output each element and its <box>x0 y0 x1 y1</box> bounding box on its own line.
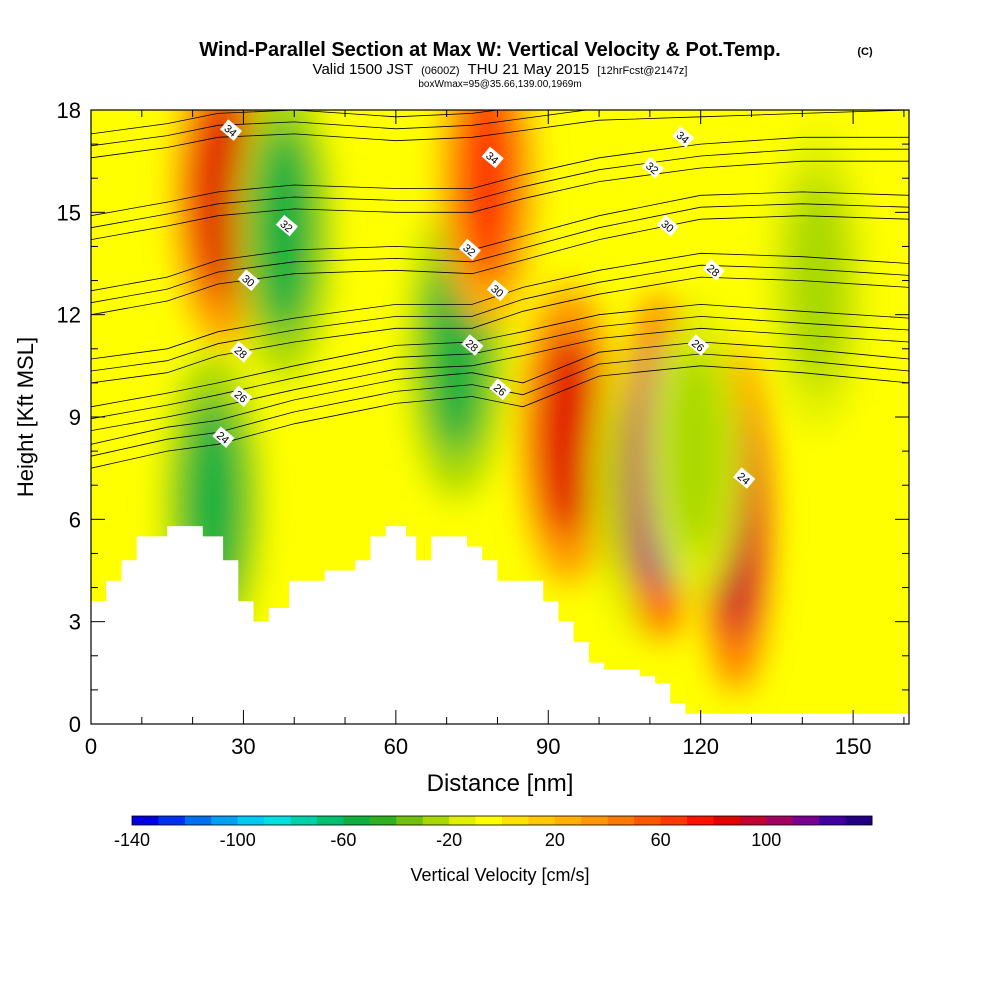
x-tick-label-60: 60 <box>384 734 408 759</box>
colorbar-swatch-21 <box>687 816 714 825</box>
colorbar-swatch-24 <box>766 816 794 825</box>
isentrope-34-2 <box>91 110 501 135</box>
y-tick-label-3: 3 <box>69 610 81 635</box>
contour-label-bg <box>461 334 484 356</box>
isentrope-24-1 <box>91 353 909 457</box>
colorbar-swatch-0 <box>132 816 159 825</box>
isentrope-32-1 <box>91 148 909 229</box>
isentrope-28-2 <box>91 252 909 360</box>
velocity-core-10 <box>787 176 848 385</box>
contour-label-bg <box>219 119 243 141</box>
contour-label-bg <box>458 238 481 261</box>
isentrope-28-0 <box>91 276 909 384</box>
colorbar-swatch-7 <box>317 816 344 825</box>
colorbar-swatch-5 <box>264 816 292 825</box>
isentrope-32-0 <box>91 160 909 240</box>
colorbar-swatch-20 <box>660 816 688 825</box>
colorbar-swatch-16 <box>554 816 582 825</box>
contour-label-bg <box>641 156 664 179</box>
contour-label-bg <box>486 279 509 302</box>
colorbar-swatch-17 <box>581 816 609 825</box>
y-tick-label-9: 9 <box>69 405 81 430</box>
isentrope-34-1 <box>91 110 590 147</box>
colorbar-tick-label--20: -20 <box>436 830 462 850</box>
isentrope-30-0 <box>91 215 909 316</box>
y-tick-label-12: 12 <box>57 303 81 328</box>
contour-label-bg <box>212 426 235 448</box>
colorbar-swatch-1 <box>158 816 186 825</box>
colorbar-swatch-14 <box>502 816 529 825</box>
colorbar-swatch-3 <box>211 816 239 825</box>
colorbar-tick-label--100: -100 <box>220 830 256 850</box>
isentrope-32-2 <box>91 136 909 217</box>
contour-label-bg <box>702 259 725 281</box>
colorbar-swatch-13 <box>475 816 503 825</box>
contour-label-bg <box>230 341 253 363</box>
colorbar-tick-label-20: 20 <box>545 830 565 850</box>
subtitle-valid: Valid 1500 JST <box>313 61 413 78</box>
contour-label-bg <box>489 378 512 401</box>
contour-label-bg <box>672 126 695 148</box>
colorbar-swatch-4 <box>237 816 265 825</box>
colorbar-tick-label-60: 60 <box>651 830 671 850</box>
chart-subtitle: Valid 1500 JST (0600Z) THU 21 May 2015 [… <box>313 61 688 78</box>
x-axis-label: Distance [nm] <box>427 770 574 797</box>
colorbar-swatch-8 <box>343 816 371 825</box>
contour-label-bg <box>687 334 710 356</box>
y-axis-label: Height [Kft MSL] <box>13 337 38 497</box>
subtitle-date: THU 21 May 2015 <box>468 61 590 78</box>
contour-label-bg <box>733 467 756 489</box>
colorbar-swatch-9 <box>369 816 397 825</box>
colorbar-tick-label-100: 100 <box>751 830 781 850</box>
colorbar-tick-label--60: -60 <box>330 830 356 850</box>
isentrope-26-0 <box>91 327 909 431</box>
isentrope-26-1 <box>91 315 909 420</box>
x-tick-label-120: 120 <box>682 734 719 759</box>
isentrope-28-1 <box>91 264 909 372</box>
contour-label-bg <box>481 146 504 169</box>
subtitle-fcst: [12hrFcst@2147z] <box>597 65 687 77</box>
isentrope-34-0 <box>91 110 909 159</box>
colorbar-swatch-19 <box>634 816 662 825</box>
colorbar-swatch-25 <box>792 816 820 825</box>
colorbar-swatch-22 <box>713 816 741 825</box>
subtitle-z: (0600Z) <box>421 65 460 77</box>
colorbar-swatch-27 <box>845 816 873 825</box>
y-tick-label-0: 0 <box>69 712 81 737</box>
contour-label-bg <box>275 214 298 237</box>
contour-label-bg <box>237 269 260 291</box>
isentrope-30-1 <box>91 203 909 304</box>
y-tick-label-18: 18 <box>57 98 81 123</box>
x-tick-label-90: 90 <box>536 734 560 759</box>
isentrope-24-0 <box>91 365 909 469</box>
x-tick-label-0: 0 <box>85 734 97 759</box>
contour-label-bg <box>230 385 253 407</box>
y-tick-label-15: 15 <box>57 200 81 225</box>
velocity-core-5 <box>538 330 599 539</box>
chart-title: Wind-Parallel Section at Max W: Vertical… <box>199 39 780 61</box>
colorbar-swatch-6 <box>290 816 318 825</box>
colorbar-swatch-12 <box>449 816 477 825</box>
isentrope-24-2 <box>91 341 909 445</box>
colorbar-swatch-11 <box>422 816 450 825</box>
y-tick-label-6: 6 <box>69 507 81 532</box>
chart-subtitle-box: boxWmax=95@35.66,139.00,1969m <box>418 79 581 90</box>
contour-label-bg <box>656 214 680 237</box>
colorbar-tick-label--140: -140 <box>114 830 150 850</box>
colorbar-swatch-26 <box>819 816 847 825</box>
colorbar-swatch-15 <box>528 816 556 825</box>
colorbar-frame <box>131 815 873 826</box>
terrain-mask <box>91 526 909 724</box>
x-tick-label-30: 30 <box>231 734 255 759</box>
colorbar-label: Vertical Velocity [cm/s] <box>410 865 589 885</box>
colorbar-swatch-2 <box>184 816 212 825</box>
colorbar-swatch-10 <box>396 816 424 825</box>
copyright-mark: (C) <box>857 46 873 58</box>
velocity-core-9 <box>665 347 726 556</box>
x-tick-label-150: 150 <box>835 734 872 759</box>
colorbar-swatch-23 <box>739 816 767 825</box>
colorbar-swatch-18 <box>607 816 635 825</box>
